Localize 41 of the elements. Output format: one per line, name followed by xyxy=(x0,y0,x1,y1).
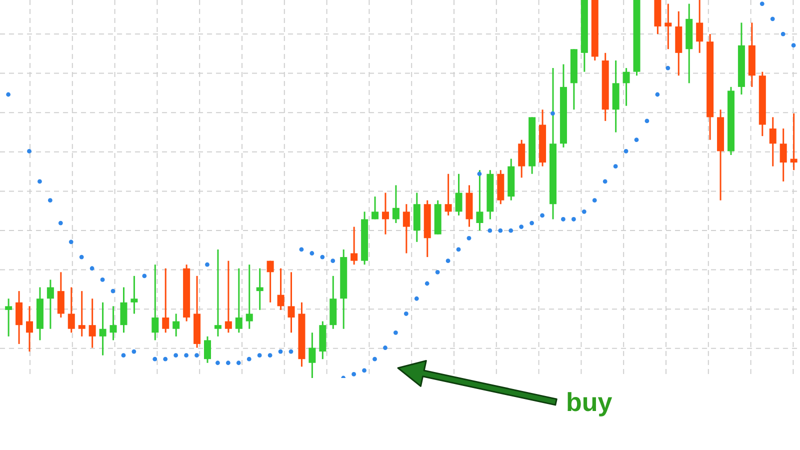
candlestick xyxy=(372,196,379,220)
candlestick xyxy=(622,67,630,107)
candlestick xyxy=(256,268,264,311)
candlestick xyxy=(5,298,12,338)
candlestick xyxy=(518,139,526,178)
candlestick xyxy=(308,332,316,378)
candlestick xyxy=(26,305,34,352)
text: buy xyxy=(566,387,613,417)
candlestick xyxy=(769,116,776,168)
candlestick xyxy=(224,260,232,334)
candlestick xyxy=(350,226,358,266)
candlestick xyxy=(152,264,159,341)
candlestick xyxy=(162,268,170,334)
candlestick xyxy=(68,286,75,334)
candlestick xyxy=(780,128,787,182)
candlestick xyxy=(444,173,452,216)
candlestick xyxy=(455,173,462,216)
candlestick xyxy=(99,302,106,356)
candlestick xyxy=(288,271,295,334)
candlestick xyxy=(88,298,96,349)
candlestick xyxy=(664,3,672,50)
candlestick xyxy=(110,305,117,341)
candlestick xyxy=(214,248,222,338)
candlestick xyxy=(46,278,54,330)
candlestick xyxy=(790,112,798,171)
candlestick xyxy=(277,268,284,311)
candlestick xyxy=(204,336,211,364)
candlestick xyxy=(246,264,253,330)
candlestick xyxy=(120,286,128,334)
candlestick xyxy=(392,184,400,224)
candlestick xyxy=(78,290,86,338)
candlestick xyxy=(476,169,484,232)
candlestick xyxy=(16,290,23,345)
candlestick xyxy=(235,268,242,334)
candlestick xyxy=(696,0,704,54)
candlestick xyxy=(172,312,180,338)
candlestick xyxy=(382,192,389,236)
candlestick xyxy=(130,275,138,314)
candlestick xyxy=(402,203,410,254)
candlestick xyxy=(57,271,64,318)
candlestick xyxy=(266,260,274,304)
